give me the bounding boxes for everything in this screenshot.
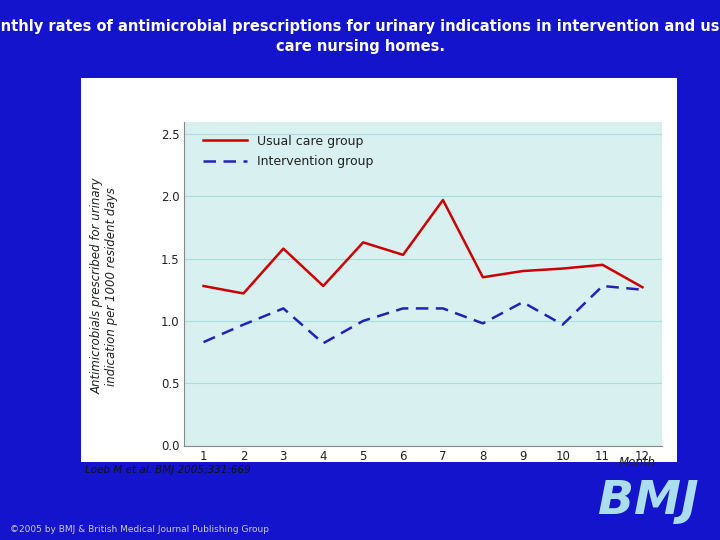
Usual care group: [638, 284, 647, 291]
Legend: Usual care group, Intervention group: Usual care group, Intervention group: [199, 131, 377, 172]
Usual care group: [558, 265, 567, 272]
Intervention group: [359, 318, 367, 324]
Intervention group: [239, 321, 248, 328]
Text: Monthly rates of antimicrobial prescriptions for urinary indications in interven: Monthly rates of antimicrobial prescript…: [0, 19, 720, 53]
Usual care group: [319, 283, 328, 289]
Text: Month: Month: [618, 456, 655, 469]
Text: Antimicrobials prescribed for urinary
indication per 1000 resident days: Antimicrobials prescribed for urinary in…: [91, 178, 118, 394]
Intervention group: [438, 305, 447, 312]
Intervention group: [399, 305, 408, 312]
Usual care group: [199, 283, 208, 289]
Intervention group: [518, 299, 527, 306]
Usual care group: [518, 268, 527, 274]
Usual care group: [438, 197, 447, 203]
Usual care group: [598, 261, 607, 268]
Usual care group: [239, 290, 248, 296]
Text: BMJ: BMJ: [598, 479, 698, 524]
Text: ©2005 by BMJ & British Medical Journal Publishing Group: ©2005 by BMJ & British Medical Journal P…: [10, 524, 269, 534]
Intervention group: [479, 320, 487, 327]
Usual care group: [359, 239, 367, 246]
Usual care group: [479, 274, 487, 280]
Text: Loeb M et al. BMJ 2005;331:669: Loeb M et al. BMJ 2005;331:669: [85, 465, 251, 476]
Line: Intervention group: Intervention group: [204, 286, 642, 343]
Intervention group: [279, 305, 288, 312]
Line: Usual care group: Usual care group: [204, 200, 642, 293]
Intervention group: [199, 339, 208, 345]
Usual care group: [399, 252, 408, 258]
Intervention group: [598, 283, 607, 289]
Intervention group: [558, 321, 567, 328]
Intervention group: [638, 287, 647, 293]
Usual care group: [279, 245, 288, 252]
Intervention group: [319, 340, 328, 347]
